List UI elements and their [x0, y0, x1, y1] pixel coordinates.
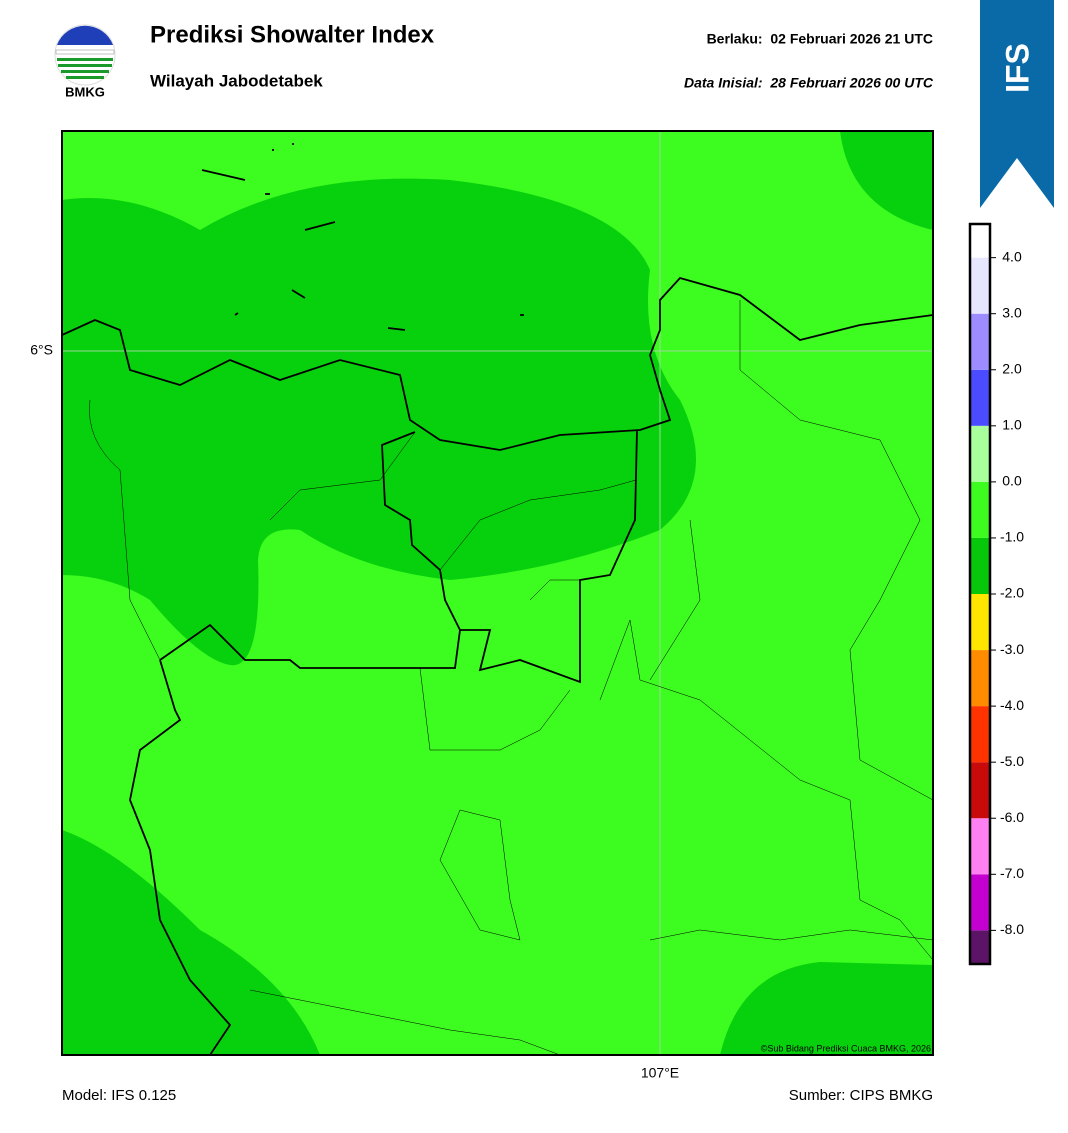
source-label: Sumber: CIPS BMKG — [789, 1087, 933, 1104]
colorbar-band — [970, 594, 990, 651]
badge-text: IFS — [999, 43, 1035, 93]
lon-label: 107°E — [641, 1065, 679, 1081]
colorbar-tick-label: -1.0 — [1000, 529, 1024, 545]
colorbar-band — [970, 257, 990, 314]
init-time: Data Inisial: 28 Februari 2026 00 UTC — [684, 75, 934, 91]
colorbar-band — [970, 706, 990, 763]
colorbar-band — [970, 537, 990, 594]
colorbar-band — [970, 930, 990, 964]
colorbar-tick-label: -3.0 — [1000, 641, 1024, 657]
colorbar-band — [970, 762, 990, 819]
colorbar-tick-label: -5.0 — [1000, 753, 1024, 769]
colorbar-tick-label: -2.0 — [1000, 585, 1024, 601]
credit: ©Sub Bidang Prediksi Cuaca BMKG, 2026 — [761, 1043, 931, 1053]
colorbar-tick-label: 1.0 — [1002, 417, 1022, 433]
badge: IFS — [980, 0, 1054, 208]
colorbar-band — [970, 818, 990, 875]
logo-text: BMKG — [65, 84, 105, 99]
colorbar-band — [970, 224, 990, 258]
colorbar-band — [970, 313, 990, 370]
colorbar-tick-label: 0.0 — [1002, 473, 1022, 489]
model-label: Model: IFS 0.125 — [62, 1087, 176, 1104]
colorbar-tick-label: -4.0 — [1000, 697, 1024, 713]
colorbar-tick-label: 2.0 — [1002, 360, 1022, 376]
colorbar: 4.0 3.0 2.0 1.0 0.0 -1.0 -2.0 -3.0 -4.0 -5.0 -6.0 -… — [968, 222, 1024, 966]
lat-label: 6°S — [30, 342, 53, 358]
colorbar-tick-label: 4.0 — [1002, 248, 1022, 264]
colorbar-band — [970, 481, 990, 538]
logo: BMKG — [54, 24, 116, 99]
colorbar-band — [970, 369, 990, 426]
title: Prediksi Showalter Index — [150, 21, 435, 48]
colorbar-band — [970, 425, 990, 482]
map: 6°S 107°E ©Sub Bidang Prediksi Cuaca BMK… — [30, 130, 934, 1081]
colorbar-tick-label: -8.0 — [1000, 921, 1024, 937]
valid-time: Berlaku: 02 Februari 2026 21 UTC — [707, 31, 933, 47]
colorbar-band — [970, 874, 990, 931]
colorbar-band — [970, 650, 990, 707]
colorbar-tick-label: -6.0 — [1000, 809, 1024, 825]
subtitle: Wilayah Jabodetabek — [150, 71, 323, 90]
colorbar-tick-label: -7.0 — [1000, 865, 1024, 881]
colorbar-tick-label: 3.0 — [1002, 304, 1022, 320]
